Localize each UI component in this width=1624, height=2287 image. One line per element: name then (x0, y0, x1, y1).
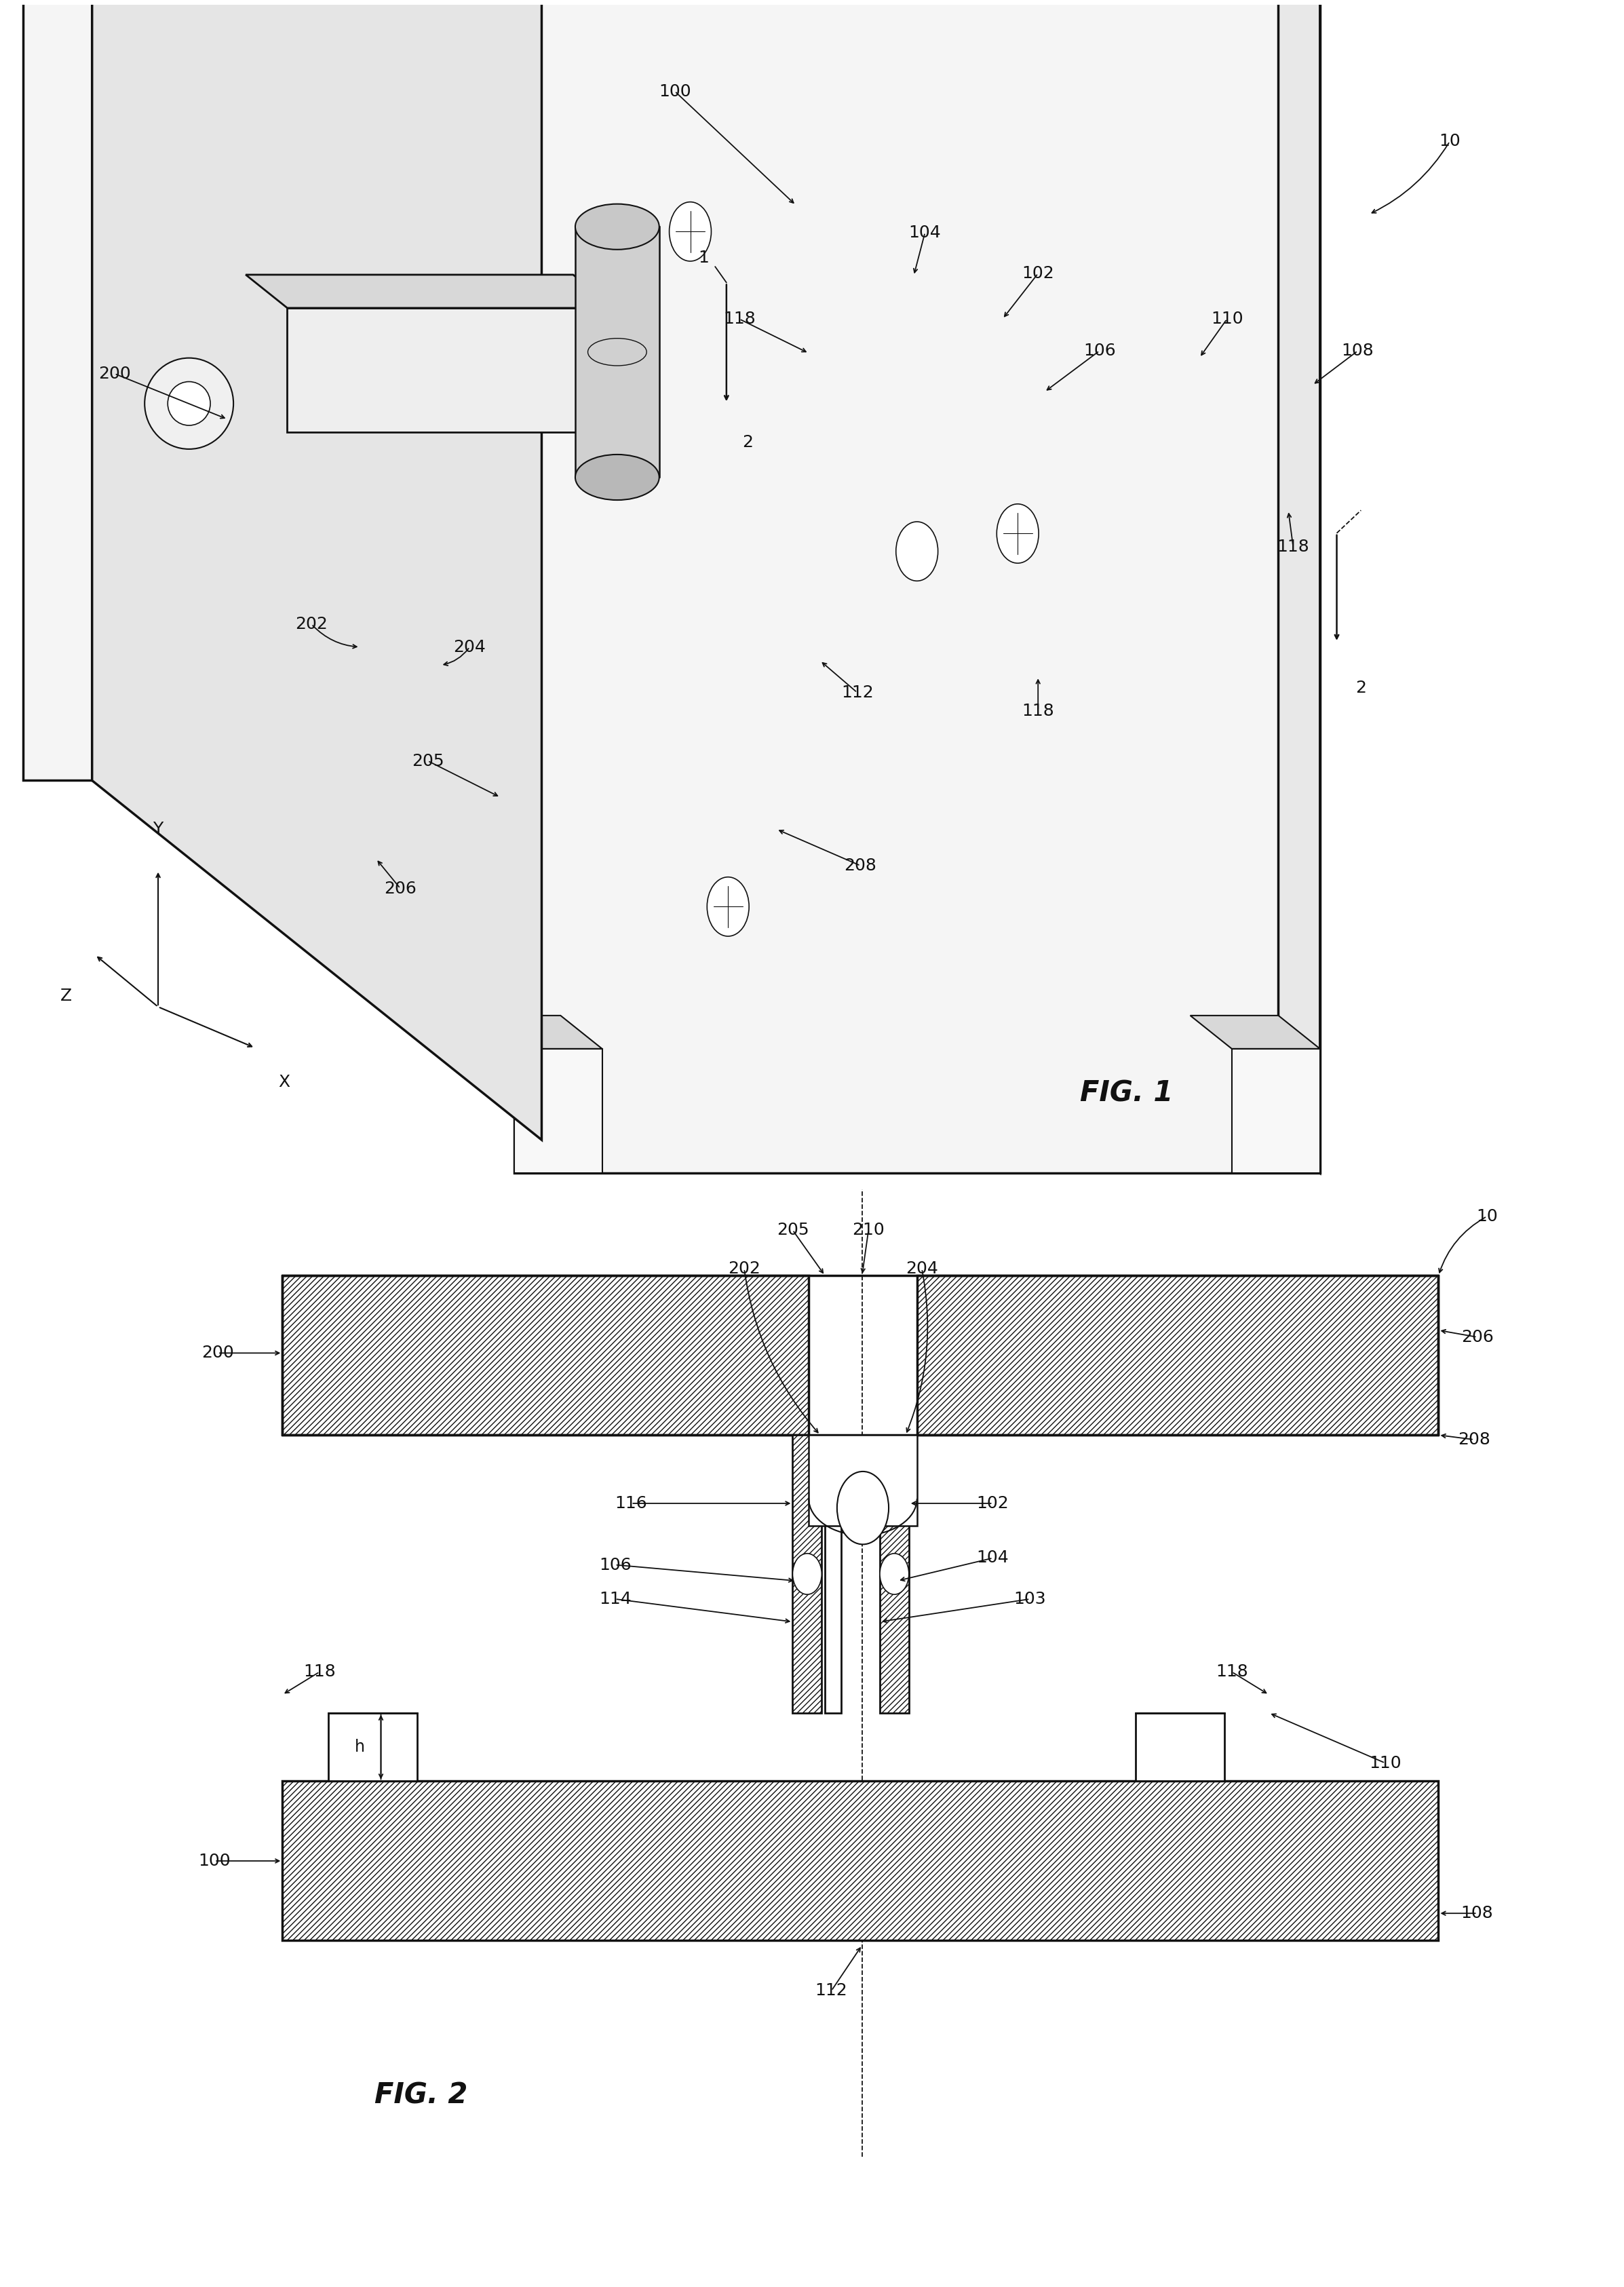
Bar (918, 1276, 1439, 1434)
Circle shape (669, 201, 711, 261)
Text: 108: 108 (1462, 1905, 1494, 1921)
FancyBboxPatch shape (575, 226, 659, 478)
Polygon shape (1190, 1015, 1320, 1050)
Text: 200: 200 (201, 1345, 234, 1361)
Polygon shape (93, 0, 542, 1139)
Text: 204: 204 (906, 1260, 939, 1276)
Text: 200: 200 (99, 366, 130, 382)
Text: 106: 106 (1083, 343, 1116, 359)
Text: 118: 118 (304, 1663, 336, 1681)
Text: 118: 118 (1021, 702, 1054, 718)
Text: 104: 104 (909, 224, 942, 240)
Text: 2: 2 (1356, 679, 1366, 695)
Polygon shape (513, 0, 1320, 1173)
Circle shape (836, 1471, 888, 1544)
Text: 118: 118 (1276, 540, 1309, 556)
Polygon shape (245, 274, 615, 309)
Text: 210: 210 (853, 1221, 885, 1237)
Text: 102: 102 (976, 1496, 1009, 1512)
Bar (283, 1782, 1439, 1942)
Bar (1135, 1713, 1224, 1782)
Text: 10: 10 (1439, 133, 1460, 149)
Ellipse shape (575, 455, 659, 501)
Text: 104: 104 (976, 1551, 1009, 1567)
Bar (328, 1713, 417, 1782)
Circle shape (706, 876, 749, 935)
Text: 208: 208 (1458, 1432, 1491, 1448)
Circle shape (997, 503, 1039, 563)
Text: Y: Y (153, 821, 164, 837)
Circle shape (880, 1553, 909, 1594)
Text: 208: 208 (844, 858, 877, 874)
Polygon shape (1231, 1050, 1320, 1173)
Text: 116: 116 (615, 1496, 648, 1512)
Ellipse shape (145, 359, 234, 448)
Text: 103: 103 (1013, 1592, 1046, 1608)
Ellipse shape (575, 204, 659, 249)
Text: FIG. 2: FIG. 2 (375, 2081, 468, 2111)
Text: 206: 206 (1462, 1329, 1494, 1345)
Text: 112: 112 (815, 1983, 848, 1999)
Bar (283, 1276, 809, 1434)
Polygon shape (473, 1015, 603, 1050)
Polygon shape (287, 309, 615, 432)
Text: FIG. 1: FIG. 1 (1080, 1079, 1174, 1107)
Bar (809, 1434, 918, 1525)
Text: 10: 10 (1476, 1208, 1497, 1224)
Text: 1: 1 (698, 249, 710, 265)
Text: Z: Z (60, 988, 71, 1004)
Text: 102: 102 (1021, 265, 1054, 281)
Text: 205: 205 (411, 752, 443, 768)
Ellipse shape (167, 382, 211, 425)
Text: 110: 110 (1212, 311, 1242, 327)
Text: 118: 118 (1216, 1663, 1247, 1681)
Text: 2: 2 (742, 435, 754, 451)
Text: 100: 100 (659, 82, 690, 98)
Text: 205: 205 (776, 1221, 809, 1237)
Text: 206: 206 (383, 880, 416, 897)
Text: 110: 110 (1369, 1754, 1402, 1770)
Bar (793, 1434, 822, 1713)
Text: 202: 202 (728, 1260, 760, 1276)
Polygon shape (23, 0, 93, 780)
Text: 108: 108 (1341, 343, 1374, 359)
Text: 112: 112 (841, 684, 874, 700)
Circle shape (896, 521, 939, 581)
Bar (825, 1434, 841, 1713)
Text: 114: 114 (599, 1592, 632, 1608)
Text: 204: 204 (453, 638, 486, 654)
Text: h: h (354, 1738, 365, 1754)
Text: 202: 202 (296, 615, 328, 631)
Bar (880, 1434, 909, 1713)
Text: X: X (278, 1075, 289, 1091)
Polygon shape (1278, 0, 1320, 1173)
Text: 106: 106 (599, 1557, 632, 1573)
Text: 100: 100 (198, 1852, 231, 1868)
Polygon shape (513, 1050, 603, 1173)
Text: 118: 118 (723, 311, 755, 327)
Circle shape (793, 1553, 822, 1594)
